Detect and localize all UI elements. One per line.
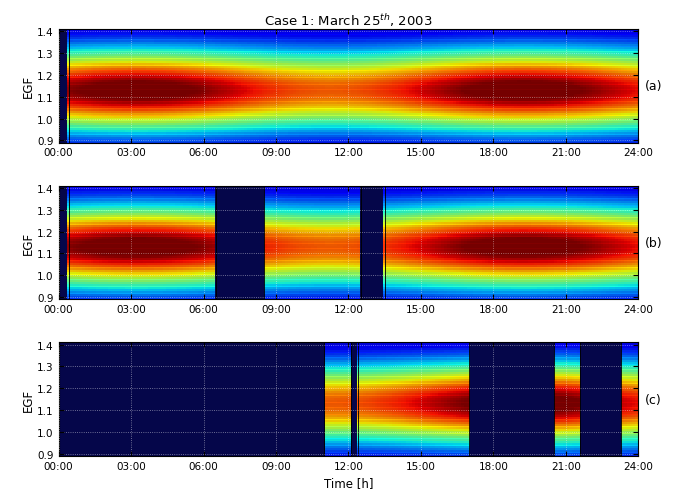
Y-axis label: EGF: EGF [21,388,34,411]
X-axis label: Time [h]: Time [h] [324,476,373,489]
Text: (c): (c) [645,393,662,406]
Title: Case 1: March 25$^{th}$, 2003: Case 1: March 25$^{th}$, 2003 [264,12,433,29]
Y-axis label: EGF: EGF [21,231,34,255]
Text: (b): (b) [645,236,663,249]
Text: (a): (a) [645,80,662,93]
Y-axis label: EGF: EGF [21,75,34,98]
